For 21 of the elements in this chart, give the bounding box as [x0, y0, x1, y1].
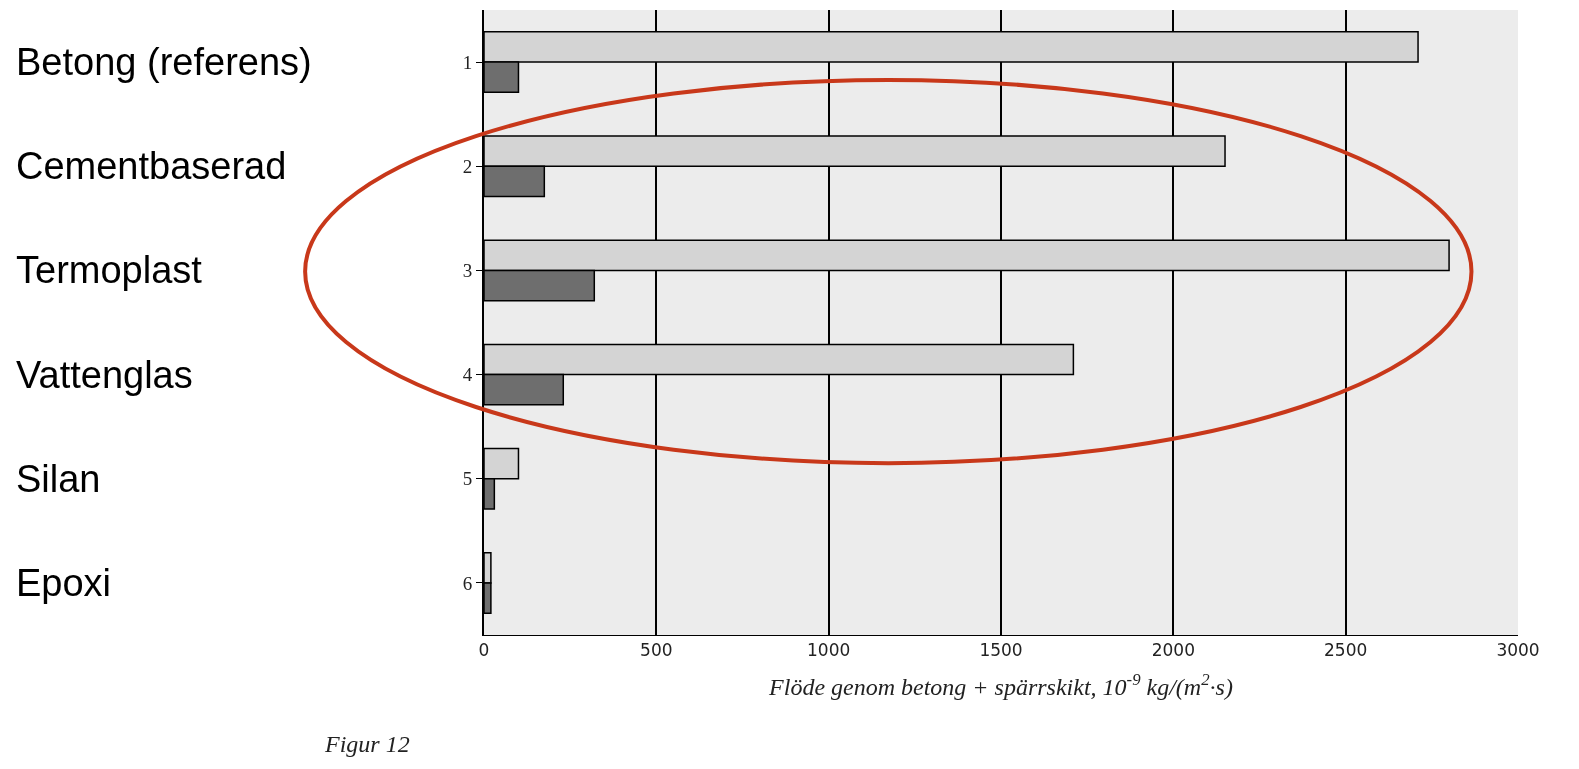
y-tick-label: 5 — [462, 468, 473, 490]
text: Silan — [16, 458, 101, 500]
text: Termoplast — [16, 249, 203, 291]
y-tick-label: 3 — [462, 260, 473, 282]
x-axis-title: Flöde genom betong + spärrskikt, 10$^{-9}$ kg/(m$^{2}$·s) — [768, 669, 1233, 700]
text: Betong (referens) — [16, 41, 312, 83]
y-tick-label: 2 — [462, 155, 473, 177]
text: Figur 12 — [324, 731, 410, 757]
y-tick-label: 4 — [462, 364, 473, 386]
x-tick-label: 2500 — [1324, 640, 1368, 661]
text: Cementbaserad — [16, 145, 287, 187]
text: Epoxi — [16, 562, 112, 604]
x-tick-label: 0 — [478, 640, 490, 661]
text: Vattenglas — [16, 354, 193, 396]
y-tick-label: 6 — [462, 572, 473, 594]
x-tick-label: 1500 — [979, 640, 1023, 661]
x-tick-label: 2000 — [1151, 640, 1195, 661]
x-tick-label: 1000 — [807, 640, 851, 661]
x-tick-label: 500 — [640, 640, 673, 661]
x-tick-label: 3000 — [1496, 640, 1540, 661]
y-tick-label: 1 — [462, 51, 473, 73]
